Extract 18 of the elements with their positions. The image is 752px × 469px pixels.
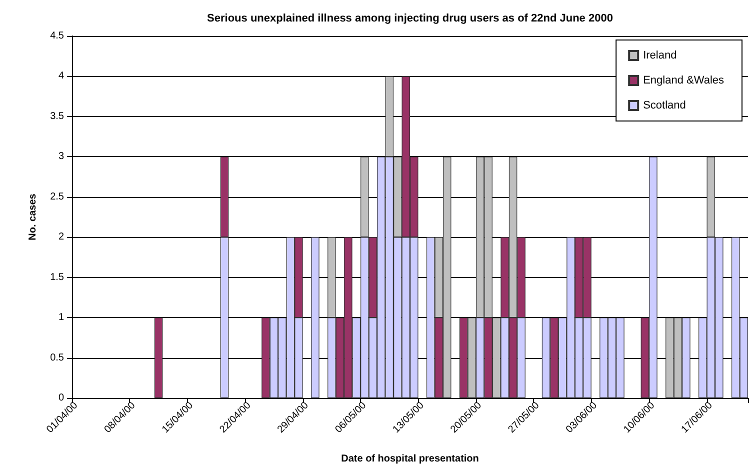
bar <box>154 318 163 398</box>
y-tick-label: 2.5 <box>50 191 64 202</box>
legend-label: Ireland <box>643 50 677 62</box>
y-tick-label: 2 <box>58 232 64 243</box>
y-tick-label: 4.5 <box>50 30 64 42</box>
bar <box>311 237 320 398</box>
legend-label: Scotland <box>643 100 686 112</box>
y-tick-label: 3.5 <box>50 110 64 122</box>
y-tick-label: 4 <box>58 70 64 82</box>
x-axis-title: Date of hospital presentation <box>341 454 479 464</box>
y-tick-label: 1.5 <box>50 272 64 283</box>
y-axis-title: No. cases <box>28 193 38 240</box>
legend-label: England &Wales <box>643 74 724 86</box>
chart-title: Serious unexplained illness among injecting drug users as of 22nd June 2000 <box>207 12 613 24</box>
y-tick-label: 0.5 <box>50 352 64 364</box>
y-tick-label: 3 <box>58 151 64 162</box>
y-tick-label: 0 <box>58 392 64 404</box>
y-tick-label: 1 <box>58 312 64 324</box>
